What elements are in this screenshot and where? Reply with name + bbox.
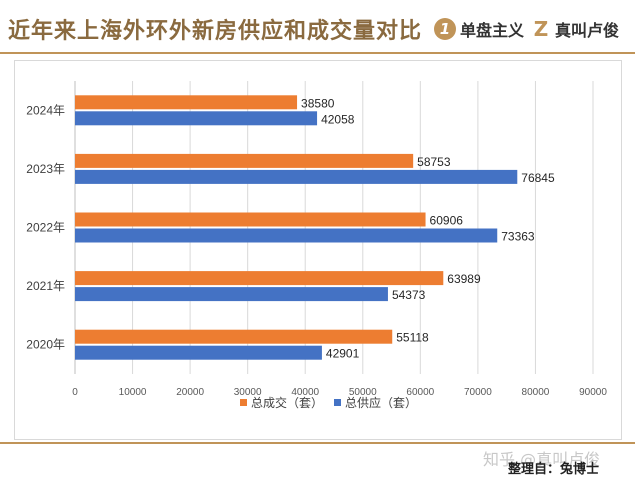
y-tick-label: 2023年 <box>26 162 65 176</box>
legend-swatch <box>240 399 247 406</box>
data-label: 76845 <box>521 171 555 185</box>
x-tick-label: 80000 <box>522 387 550 398</box>
x-tick-label: 20000 <box>176 387 204 398</box>
footer-divider <box>0 442 635 444</box>
data-label: 42901 <box>326 347 360 361</box>
brand-badge-icon: 1 <box>434 18 456 40</box>
brand-name-zhenjiao: 真叫卢俊 <box>555 21 620 40</box>
legend-label: 总供应（套） <box>345 395 417 410</box>
brand-logo-danpan: 1 单盘主义 <box>434 17 524 41</box>
data-label: 63989 <box>447 272 481 286</box>
y-tick-label: 2024年 <box>26 103 65 117</box>
bar <box>75 153 414 168</box>
bar <box>75 287 388 302</box>
bar <box>75 95 298 110</box>
bar <box>75 169 518 184</box>
y-tick-label: 2022年 <box>26 221 65 235</box>
source-credit: 整理自：兔博士 <box>508 462 600 477</box>
chart-container: 0 10000 20000 30000 40000 50000 60000 70000 8000… <box>14 60 622 440</box>
brand-name-danpan: 单盘主义 <box>460 21 525 40</box>
header-divider <box>0 52 635 54</box>
bar <box>75 228 498 243</box>
brand-logo-zhenjiao: Z 真叫卢俊 <box>531 17 619 41</box>
bar <box>75 271 444 286</box>
bar <box>75 345 322 360</box>
bar <box>75 212 426 227</box>
x-tick-label: 0 <box>72 387 78 398</box>
y-tick-label: 2021年 <box>26 279 65 293</box>
brand-z-icon: Z <box>533 17 549 41</box>
x-tick-label: 60000 <box>406 387 434 398</box>
data-label: 60906 <box>430 214 464 228</box>
data-label: 54373 <box>392 288 426 302</box>
data-label: 38580 <box>301 96 335 110</box>
x-tick-label: 40000 <box>291 387 319 398</box>
bar <box>75 329 393 344</box>
bar-chart: 0 10000 20000 30000 40000 50000 60000 70000 8000… <box>26 81 607 410</box>
data-label: 42058 <box>321 112 355 126</box>
watermark: 知乎 @真叫卢俊 <box>483 450 601 469</box>
x-tick-label: 50000 <box>349 387 377 398</box>
data-label: 73363 <box>501 230 535 244</box>
y-tick-label: 2020年 <box>26 338 65 352</box>
bar <box>75 111 318 126</box>
data-label: 58753 <box>417 155 451 169</box>
legend-swatch <box>334 399 341 406</box>
data-label: 55118 <box>396 331 429 345</box>
x-tick-label: 30000 <box>234 387 262 398</box>
x-tick-label: 90000 <box>579 387 607 398</box>
legend-label: 总成交（套） <box>251 395 323 410</box>
header: 近年来上海外环外新房供应和成交量对比 1 单盘主义 Z 真叫卢俊 <box>0 0 635 58</box>
x-tick-label: 10000 <box>119 387 147 398</box>
page-title: 近年来上海外环外新房供应和成交量对比 <box>8 18 423 44</box>
x-tick-label: 70000 <box>464 387 492 398</box>
